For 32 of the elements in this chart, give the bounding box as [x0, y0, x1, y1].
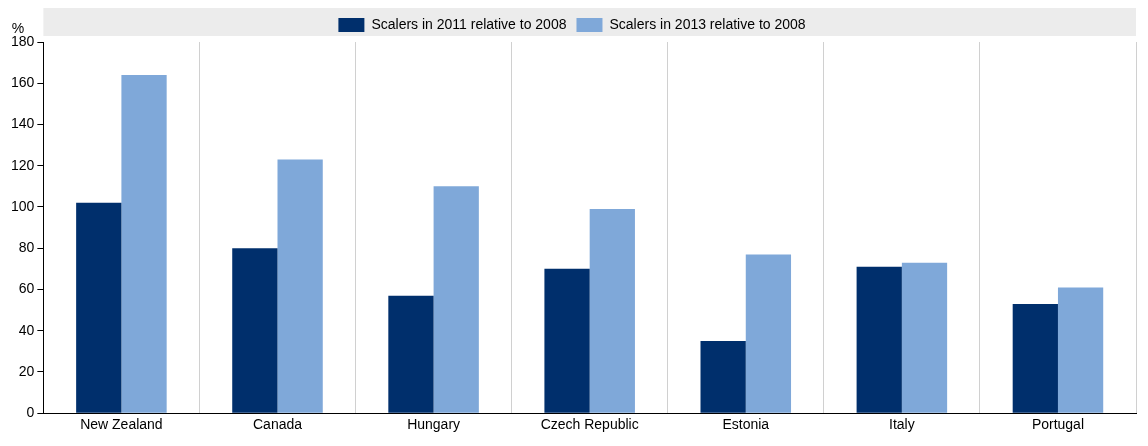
bar	[901, 262, 948, 413]
y-tick-label: 0	[26, 404, 35, 421]
bar	[544, 268, 590, 413]
bar	[433, 186, 479, 413]
bar	[277, 159, 323, 413]
x-tick-label: Portugal	[1031, 416, 1085, 433]
bar	[745, 254, 792, 413]
y-tick-label: 80	[18, 239, 35, 256]
bar	[76, 202, 122, 413]
y-tick-label: 140	[11, 115, 35, 132]
x-tick-label: Italy	[889, 416, 915, 433]
x-tick-label: Hungary	[407, 416, 461, 433]
y-tick-label: 160	[11, 74, 35, 91]
y-tick-label: 60	[18, 280, 35, 297]
x-tick-label: New Zealand	[80, 416, 163, 433]
legend-label: Scalers in 2011 relative to 2008	[371, 15, 567, 32]
bar	[121, 75, 167, 413]
y-tick-label: 100	[11, 197, 35, 214]
x-tick-label: Estonia	[722, 416, 770, 433]
y-tick-label: 20	[18, 362, 35, 379]
legend-label: Scalers in 2013 relative to 2008	[609, 15, 806, 32]
x-tick-label: Czech Republic	[540, 416, 639, 433]
x-tick-label: Canada	[252, 416, 303, 433]
bar	[856, 266, 902, 413]
bar	[589, 209, 635, 413]
bar	[388, 295, 434, 413]
bar	[700, 341, 746, 413]
y-tick-label: 40	[18, 321, 35, 338]
y-tick-label: 120	[11, 156, 35, 173]
bar	[232, 248, 278, 413]
bar	[1012, 303, 1058, 413]
bar	[1057, 287, 1104, 413]
